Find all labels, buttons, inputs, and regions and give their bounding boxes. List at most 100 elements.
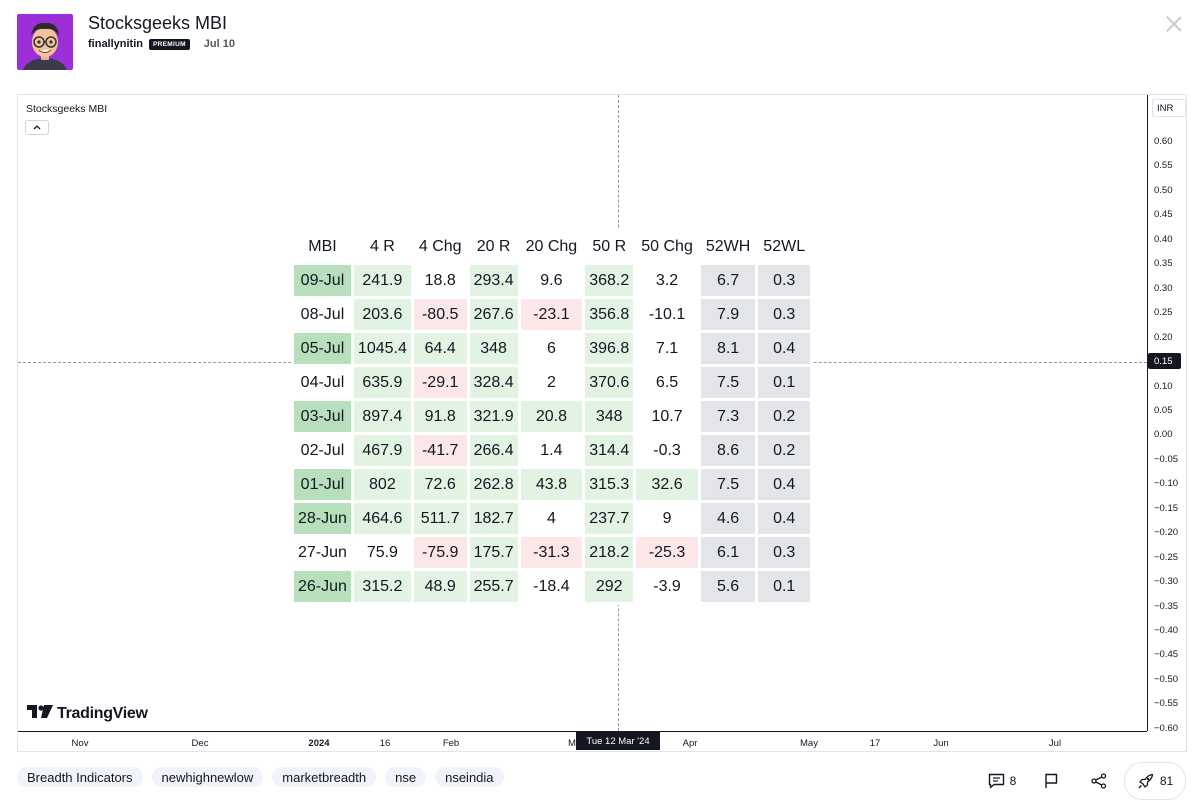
table-cell: 266.4 [469, 435, 518, 466]
table-cell: 10.7 [636, 401, 698, 432]
comments-button[interactable]: 8 [980, 763, 1024, 799]
table-row: 02-Jul 467.9 -41.7 266.4 1.4 314.4 -0.3 8.6 0.2 [294, 435, 811, 466]
table-cell: 467.9 [353, 435, 411, 466]
table-cell: 175.7 [469, 537, 518, 568]
time-tick-label: Apr [682, 738, 698, 749]
table-cell: 267.6 [469, 299, 518, 330]
comment-icon [988, 773, 1005, 789]
table-cell: 511.7 [413, 503, 467, 534]
price-tick-label: −0.30 [1154, 576, 1179, 588]
table-cell: 72.6 [413, 469, 467, 500]
table-cell: 635.9 [353, 367, 411, 398]
price-scale[interactable]: INR 0.15 0.60 0.55 0.50 0.45 0.40 0.35 0.30 0.2… [1147, 95, 1187, 734]
tradingview-logo-icon [27, 705, 57, 723]
table-cell: 04-Jul [294, 367, 351, 398]
price-tick-label: −0.40 [1154, 625, 1179, 636]
table-cell: -31.3 [520, 537, 583, 568]
price-tick-label: 0.40 [1154, 233, 1173, 245]
table-cell: 0.3 [758, 537, 811, 568]
table-body: 09-Jul 241.9 18.8 293.4 9.6 368.2 3.2 6.7 0.3 08-… [294, 265, 811, 602]
table-cell: 348 [585, 401, 634, 432]
price-tick-label: −0.55 [1154, 698, 1179, 710]
table-cell: -25.3 [636, 537, 698, 568]
table-row: 05-Jul 1045.4 64.4 348 6 396.8 7.1 8.1 0.4 [294, 333, 811, 364]
table-cell: 8.6 [700, 435, 756, 466]
tag-chip[interactable]: nseindia [435, 767, 504, 787]
table-cell: 237.7 [585, 503, 634, 534]
report-button[interactable] [1036, 763, 1066, 799]
table-cell: 370.6 [585, 367, 634, 398]
table-cell: -29.1 [413, 367, 467, 398]
table-cell: 7.3 [700, 401, 756, 432]
table-cell: 26-Jun [294, 571, 351, 602]
author-avatar[interactable] [17, 14, 73, 70]
table-cell: 28-Jun [294, 503, 351, 534]
tag-chip[interactable]: marketbreadth [272, 767, 377, 787]
table-cell: 64.4 [413, 333, 467, 364]
column-header: 4 Chg [418, 237, 462, 255]
tag-list: Breadth Indicators newhighnewlow marketbre… [17, 767, 504, 787]
tag-chip[interactable]: nse [385, 767, 427, 787]
time-tick-label: 17 [869, 738, 881, 749]
price-tick-label: 0.35 [1154, 258, 1173, 270]
table-cell: 7.5 [700, 367, 756, 398]
boost-button[interactable]: 81 [1124, 762, 1186, 800]
idea-actions: 8 81 [980, 762, 1186, 800]
table-cell: 0.4 [758, 333, 811, 364]
column-header: 20 Chg [525, 237, 578, 255]
time-tick-label: 16 [379, 738, 391, 749]
table-cell: 396.8 [585, 333, 634, 364]
table-cell: 203.6 [353, 299, 411, 330]
share-button[interactable] [1084, 763, 1114, 799]
table-cell: 314.4 [585, 435, 634, 466]
price-tick-label: 0.55 [1154, 160, 1173, 172]
tradingview-logo-text: TradingView [57, 705, 148, 722]
close-icon[interactable] [1164, 14, 1184, 34]
table-cell: -0.3 [636, 435, 698, 466]
table-row: 03-Jul 897.4 91.8 321.9 20.8 348 10.7 7.3 0.2 [294, 401, 811, 432]
currency-button[interactable]: INR [1152, 99, 1186, 117]
table-cell: 356.8 [585, 299, 634, 330]
table-cell: 6.7 [700, 265, 756, 296]
chevron-up-icon [33, 122, 41, 133]
time-scale[interactable]: Jul Jun 17 May Apr M Feb 16 2024 Dec Nov Tue 12 Ma… [18, 731, 1147, 752]
table-row: 08-Jul 203.6 -80.5 267.6 -23.1 356.8 -10.1 7.9 0… [294, 299, 811, 330]
time-tick-label: M [568, 738, 576, 749]
table-cell: 4.6 [700, 503, 756, 534]
table-cell: 5.6 [700, 571, 756, 602]
price-tick-label: 0.50 [1154, 184, 1173, 196]
column-header: 4 R [369, 237, 395, 255]
table-header-row: MBI 4 R 4 Chg 20 R 20 Chg 50 R 50 Chg 52WH 52WL [294, 231, 810, 262]
idea-meta: finallynitin PREMIUM Jul 10 [88, 38, 235, 50]
price-tick-label: −0.60 [1154, 722, 1179, 734]
table-cell: 6.5 [636, 367, 698, 398]
price-tick-label: 0.30 [1154, 282, 1173, 294]
price-tick-label: 0.10 [1154, 380, 1173, 392]
author-name[interactable]: finallynitin [88, 38, 143, 50]
table-cell: 2 [520, 367, 583, 398]
chart-pane[interactable]: Stocksgeeks MBI MBI 4 R 4 Chg 20 R 20 Chg 50 … [17, 94, 1187, 752]
price-tick-label: −0.50 [1154, 673, 1179, 685]
price-tick-label: 0.00 [1154, 429, 1173, 441]
table-cell: 315.3 [585, 469, 634, 500]
tradingview-logo[interactable]: TradingView [27, 705, 148, 723]
column-header: 52WH [705, 237, 751, 255]
table-cell: 6.1 [700, 537, 756, 568]
collapse-button[interactable] [25, 120, 49, 135]
table-cell: 182.7 [469, 503, 518, 534]
table-cell: -23.1 [520, 299, 583, 330]
column-header: MBI [308, 237, 337, 255]
price-tick-label: −0.20 [1154, 527, 1179, 539]
tag-chip[interactable]: Breadth Indicators [17, 767, 143, 787]
table-cell: 328.4 [469, 367, 518, 398]
idea-title: Stocksgeeks MBI [88, 13, 228, 33]
tag-chip[interactable]: newhighnewlow [151, 767, 264, 787]
table-cell: 03-Jul [294, 401, 351, 432]
price-tick-label: 0.25 [1154, 307, 1173, 319]
time-tick-label: Nov [71, 738, 89, 749]
share-icon [1091, 773, 1107, 789]
table-cell: 27-Jun [294, 537, 351, 568]
price-tick-label: −0.35 [1154, 600, 1179, 612]
column-header: 50 R [592, 237, 627, 255]
